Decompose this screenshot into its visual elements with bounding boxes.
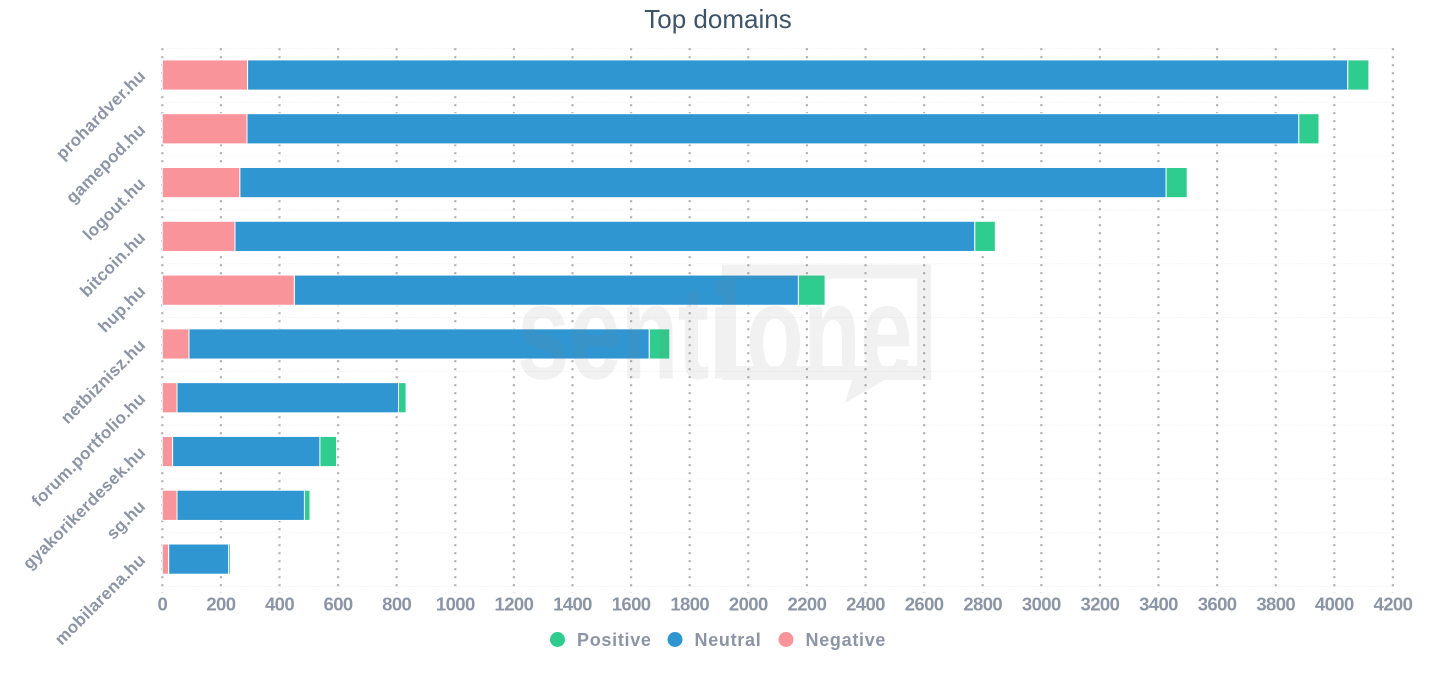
svg-text:200: 200 [206, 594, 235, 615]
svg-text:3000: 3000 [1022, 594, 1061, 615]
svg-text:1200: 1200 [495, 594, 534, 615]
svg-text:2600: 2600 [905, 594, 944, 615]
svg-text:3200: 3200 [1081, 594, 1120, 615]
svg-text:Neutral: Neutral [695, 630, 762, 650]
svg-text:1600: 1600 [612, 594, 651, 615]
svg-text:1800: 1800 [670, 594, 709, 615]
svg-text:1000: 1000 [436, 594, 475, 615]
svg-text:4200: 4200 [1374, 594, 1413, 615]
svg-text:1400: 1400 [553, 594, 592, 615]
svg-text:Positive: Positive [577, 630, 652, 650]
svg-text:2800: 2800 [963, 594, 1002, 615]
svg-text:400: 400 [265, 594, 294, 615]
svg-text:2400: 2400 [846, 594, 885, 615]
svg-text:3600: 3600 [1198, 594, 1237, 615]
svg-text:3400: 3400 [1139, 594, 1178, 615]
svg-text:800: 800 [382, 594, 411, 615]
svg-text:one: one [746, 257, 912, 408]
svg-text:2000: 2000 [729, 594, 768, 615]
svg-text:3800: 3800 [1256, 594, 1295, 615]
svg-text:Negative: Negative [806, 630, 887, 650]
svg-text:2200: 2200 [788, 594, 827, 615]
svg-text:0: 0 [157, 594, 167, 615]
svg-text:600: 600 [324, 594, 353, 615]
svg-text:Top domains: Top domains [644, 4, 791, 34]
svg-text:senti: senti [517, 257, 734, 408]
svg-text:4000: 4000 [1315, 594, 1354, 615]
